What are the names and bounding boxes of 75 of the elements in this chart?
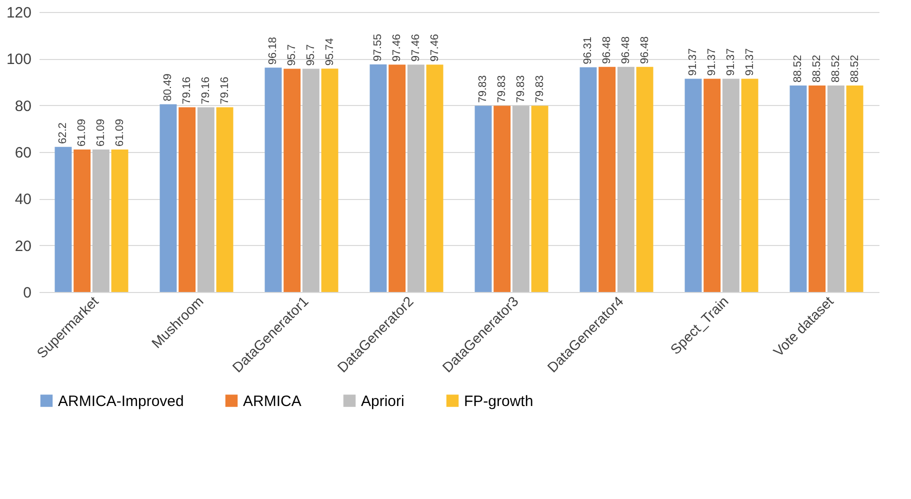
data-label: 97.46	[391, 34, 404, 62]
data-label: 88.52	[792, 54, 804, 82]
bar	[494, 106, 511, 292]
y-tick-label: 20	[14, 238, 32, 255]
bar	[216, 107, 234, 292]
data-label: 61.09	[94, 118, 107, 146]
bar	[474, 106, 492, 292]
bar	[160, 104, 177, 292]
data-label: 79.16	[200, 76, 212, 104]
data-label: 79.83	[477, 75, 490, 103]
data-label: 96.18	[267, 37, 280, 65]
bar	[92, 149, 110, 292]
legend-label: ARMICA	[243, 392, 302, 410]
bar	[808, 85, 826, 292]
bar	[264, 68, 282, 292]
bar	[111, 149, 128, 292]
y-tick-label: 80	[14, 98, 32, 115]
bar	[284, 68, 301, 292]
bar	[197, 107, 214, 292]
bar	[388, 64, 406, 292]
bar	[598, 66, 616, 292]
y-tick-label: 40	[14, 191, 32, 208]
bar	[704, 78, 721, 292]
data-label: 97.46	[410, 34, 422, 62]
data-label: 95.74	[324, 38, 336, 66]
data-label: 62.2	[57, 122, 70, 144]
bar	[790, 85, 807, 292]
y-tick-label: 100	[6, 51, 32, 68]
bar	[722, 78, 740, 292]
bar	[74, 149, 91, 292]
data-label: 96.31	[582, 36, 594, 64]
data-label: 79.83	[514, 75, 527, 103]
data-label: 96.48	[620, 36, 632, 64]
data-label: 95.7	[304, 44, 317, 66]
bar	[178, 107, 196, 292]
bar	[54, 146, 72, 292]
data-label: 97.46	[428, 34, 441, 62]
data-label: 79.16	[218, 76, 231, 104]
bar	[741, 78, 758, 292]
bar	[407, 64, 424, 292]
data-label: 91.37	[744, 48, 756, 76]
bar	[302, 68, 320, 292]
data-label: 61.09	[76, 118, 88, 146]
bar	[827, 85, 844, 292]
bar	[636, 66, 654, 292]
bar	[846, 85, 864, 292]
bar	[321, 68, 338, 292]
data-label: 88.52	[830, 54, 842, 82]
data-label: 96.48	[601, 36, 614, 64]
data-label: 61.09	[114, 118, 126, 146]
data-label: 79.16	[181, 76, 194, 104]
legend-label: Apriori	[361, 392, 404, 410]
data-label: 79.83	[534, 75, 546, 103]
bar	[426, 64, 444, 292]
bar	[531, 106, 548, 292]
data-label: 96.48	[638, 36, 651, 64]
data-label: 91.37	[706, 48, 718, 76]
bar	[580, 67, 597, 292]
data-label: 95.7	[286, 44, 298, 66]
y-tick-label: 120	[6, 4, 32, 22]
legend-label: FP-growth	[464, 392, 534, 410]
data-label: 91.37	[687, 48, 700, 76]
legend-label: ARMICA-Improved	[58, 392, 184, 410]
y-tick-label: 60	[14, 144, 32, 162]
bar	[512, 106, 530, 292]
data-label: 80.49	[162, 74, 174, 102]
y-tick-label: 0	[23, 284, 32, 302]
data-label: 88.52	[848, 54, 861, 82]
bar	[684, 78, 702, 292]
data-label: 97.55	[372, 34, 384, 62]
data-label: 79.83	[496, 75, 508, 103]
bar	[617, 66, 634, 292]
bar	[370, 64, 387, 292]
data-label: 88.52	[811, 54, 824, 82]
data-label: 91.37	[724, 48, 737, 76]
